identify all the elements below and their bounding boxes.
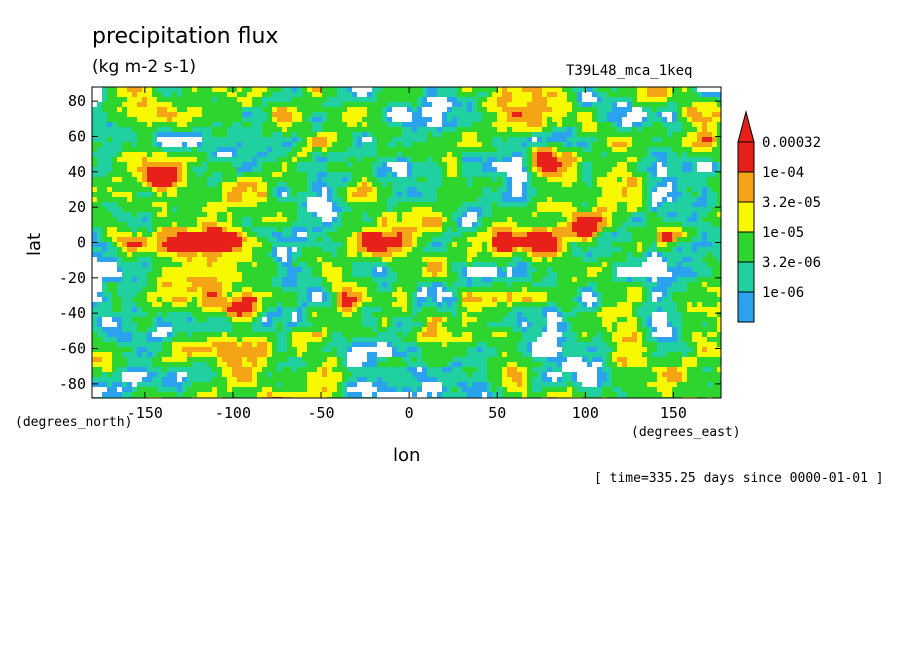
chart-units: (kg m-2 s-1): [92, 57, 197, 77]
x-axis-units: (degrees_east): [631, 425, 741, 440]
colorbar-swatch: [737, 171, 755, 203]
y-tick-label: 40: [68, 163, 86, 181]
colorbar-swatch: [737, 141, 755, 173]
y-tick-label: -40: [59, 304, 86, 322]
x-tick-label: 0: [405, 404, 414, 422]
colorbar-label: 1e-05: [762, 225, 804, 241]
colorbar-label: 3.2e-05: [762, 195, 821, 211]
y-axis-label: lat: [24, 232, 45, 256]
colorbar-swatch: [737, 291, 755, 323]
y-tick-label: -20: [59, 269, 86, 287]
x-tick-label: -50: [308, 404, 335, 422]
time-label: [ time=335.25 days since 0000-01-01 ]: [594, 471, 884, 486]
colorbar: 0.00032 1e-04 3.2e-05 1e-05 3.2e-06 1e-06: [737, 110, 821, 323]
y-axis: 80 60 40 20 0 -20 -40 -60 -80: [59, 92, 721, 393]
x-tick-label: 100: [572, 404, 599, 422]
x-tick-label: -150: [127, 404, 163, 422]
colorbar-label: 3.2e-06: [762, 255, 821, 271]
y-tick-label: 20: [68, 198, 86, 216]
y-tick-label: 80: [68, 92, 86, 110]
colorbar-swatch: [737, 261, 755, 293]
x-tick-label: 50: [488, 404, 506, 422]
y-tick-label: 0: [77, 234, 86, 252]
x-tick-label: 150: [660, 404, 687, 422]
y-axis-units: (degrees_north): [15, 415, 133, 430]
x-axis: -150 -100 -50 0 50 100 150: [127, 87, 687, 422]
run-label: T39L48_mca_1keq: [566, 63, 693, 79]
precipitation-field: [92, 87, 721, 398]
y-tick-label: 60: [68, 127, 86, 145]
colorbar-label: 1e-06: [762, 285, 804, 301]
colorbar-arrow: [737, 110, 755, 143]
colorbar-label: 0.00032: [762, 135, 821, 151]
y-tick-label: -60: [59, 340, 86, 358]
x-axis-label: lon: [393, 445, 421, 466]
colorbar-label: 1e-04: [762, 165, 804, 181]
colorbar-swatch: [737, 201, 755, 233]
chart-title: precipitation flux: [92, 24, 279, 49]
y-tick-label: -80: [59, 375, 86, 393]
colorbar-swatch: [737, 231, 755, 263]
x-tick-label: -100: [215, 404, 251, 422]
